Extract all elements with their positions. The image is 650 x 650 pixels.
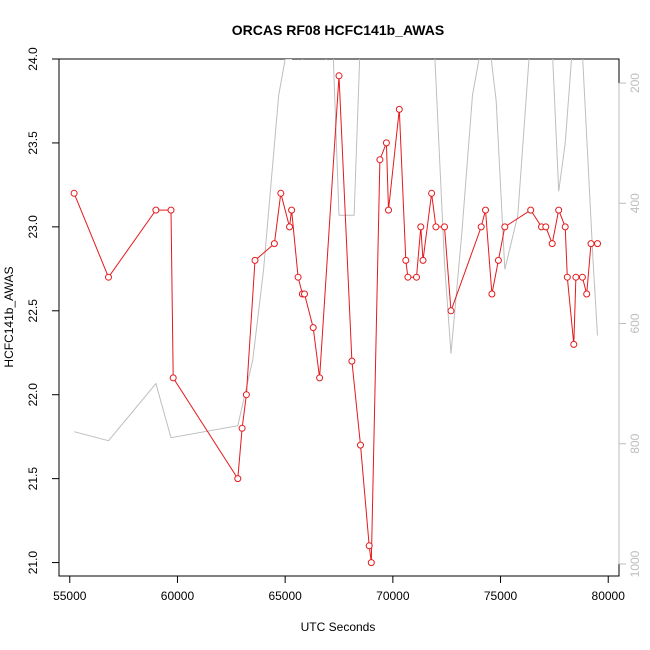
data-point [561,223,569,231]
x-tick-label: 75000 [484,589,518,603]
data-point [357,441,364,449]
data-point [395,105,403,113]
primary-series-line [73,75,598,563]
data-point [441,223,448,231]
data-point [477,223,485,231]
data-point [548,240,556,248]
data-point [572,273,580,281]
data-point [105,273,112,281]
data-point [432,223,440,231]
data-point [277,189,285,197]
data-point [527,206,535,214]
data-point [382,139,390,147]
plot-area-frame [58,58,620,577]
data-point [494,256,502,264]
data-point [419,256,427,264]
data-point [234,475,242,483]
data-point [238,424,246,432]
data-point [70,189,78,197]
right-tick-label: 600 [628,313,642,333]
data-point [367,559,375,567]
data-point [309,324,317,332]
x-tick-label: 65000 [268,589,302,603]
y-tick-label: 23.5 [26,131,40,155]
data-point [294,273,302,281]
x-tick-label: 60000 [161,589,195,603]
data-point [152,206,160,214]
y-axis-title: HCFC141b_AWAS [2,266,16,367]
data-point [413,273,420,281]
data-point [570,340,578,348]
data-point [316,374,324,382]
data-point [286,223,293,231]
data-point [555,206,563,214]
x-tick-label: 55000 [53,589,87,603]
right-tick-label: 800 [628,433,642,453]
data-point [251,256,259,264]
x-tick-label: 80000 [592,589,626,603]
right-tick-label: 200 [628,73,642,93]
data-point [348,357,356,365]
y-tick-label: 22.5 [26,299,40,323]
data-point [578,273,586,281]
data-point [501,223,509,231]
chart-title: ORCAS RF08 HCFC141b_AWAS [232,22,444,38]
secondary-series-line [73,59,598,442]
data-point [167,206,175,214]
axis-layer: 55000 60000 65000 70000 75000 80000 21.0 21.5 22… [26,47,642,603]
right-tick-label: 400 [628,193,642,213]
y-tick-label: 23.0 [26,215,40,239]
data-point [288,206,296,214]
series-layer [70,59,601,567]
y-tick-label: 24.0 [26,47,40,71]
data-point [301,290,308,298]
right-tick-label: 1000 [628,550,642,577]
data-point [270,240,278,248]
data-point [365,542,373,550]
data-point [488,290,496,298]
data-point [428,189,436,197]
data-point [542,223,550,231]
data-point [563,273,571,281]
data-point [594,240,601,248]
data-point [583,290,591,298]
y-tick-label: 21.5 [26,467,40,491]
data-point [169,374,177,382]
data-point [447,307,455,315]
x-tick-label: 70000 [376,589,410,603]
data-point [402,256,410,264]
data-point [335,72,343,80]
data-point [404,273,412,281]
data-point [417,223,425,231]
y-tick-label: 21.0 [26,551,40,575]
data-point [587,240,595,248]
data-point [482,206,489,214]
data-point [385,206,392,214]
y-tick-label: 22.0 [26,383,40,407]
x-axis-title: UTC Seconds [301,620,376,634]
data-point [376,156,384,164]
data-point [242,391,250,399]
